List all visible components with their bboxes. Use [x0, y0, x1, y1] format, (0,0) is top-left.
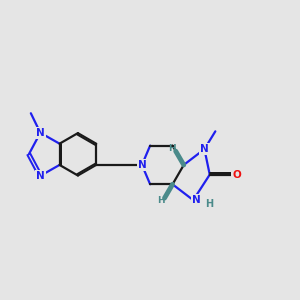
Text: H: H — [169, 144, 176, 153]
Text: O: O — [232, 169, 241, 180]
Text: N: N — [36, 128, 45, 138]
Text: H: H — [157, 196, 165, 206]
Text: N: N — [138, 160, 146, 170]
Text: H: H — [205, 199, 213, 208]
Text: N: N — [192, 195, 201, 205]
Text: N: N — [200, 144, 209, 154]
Text: N: N — [36, 171, 45, 181]
